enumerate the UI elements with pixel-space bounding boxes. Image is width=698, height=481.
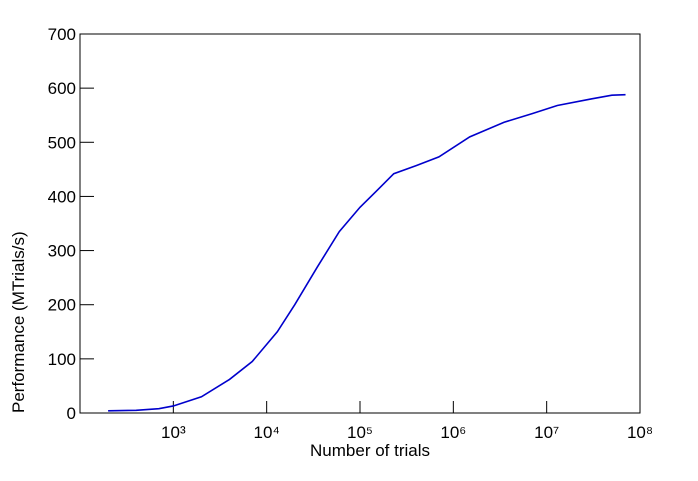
plot-frame (79, 33, 641, 414)
y-tick-label: 500 (48, 133, 76, 152)
x-tick-label: 10³ (161, 423, 186, 442)
x-tick-label: 10⁴ (254, 423, 280, 442)
x-tick-label: 10⁷ (534, 423, 559, 442)
y-tick-label: 200 (48, 296, 76, 315)
x-axis-label: Number of trials (310, 441, 430, 460)
y-tick-label: 600 (48, 79, 76, 98)
y-tick-label: 700 (48, 25, 76, 44)
x-tick-label: 10⁸ (627, 423, 653, 442)
y-axis-label: Performance (MTrials/s) (9, 231, 28, 413)
x-tick-label: 10⁶ (440, 423, 466, 442)
data-line (108, 93, 626, 412)
y-tick-label: 400 (48, 187, 76, 206)
y-tick-label: 300 (48, 242, 76, 261)
y-tick-label: 100 (48, 350, 76, 369)
x-tick-label: 10⁵ (347, 423, 373, 442)
y-tick-label: 0 (67, 404, 76, 423)
